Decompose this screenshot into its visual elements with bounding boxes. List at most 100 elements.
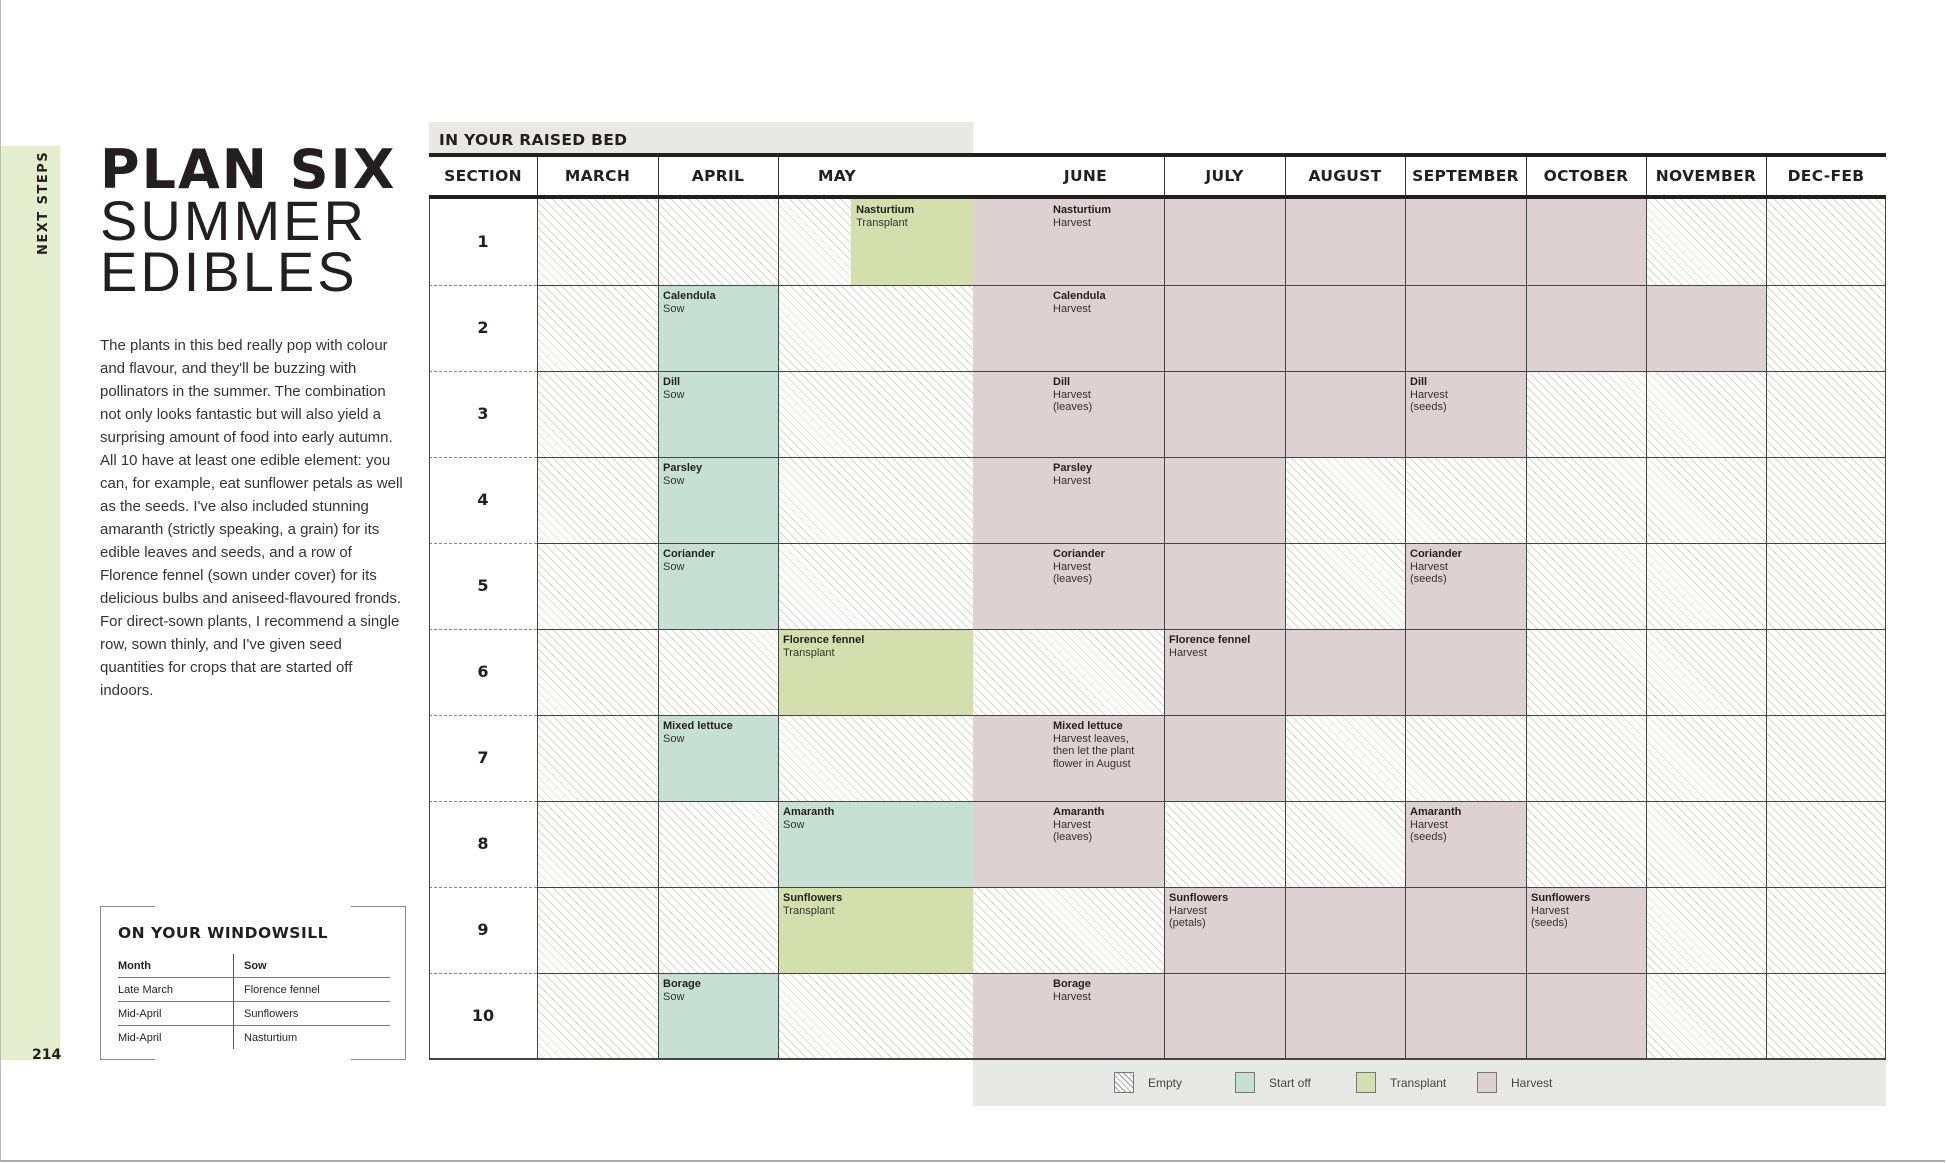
legend-label: Transplant	[1390, 1075, 1447, 1090]
intro-paragraph: The plants in this bed really pop with c…	[100, 337, 403, 699]
plant-name: Dill	[1410, 376, 1428, 388]
windowsill-table: Month Sow Late March Florence fennel Mid-…	[118, 954, 390, 1049]
header-bottom-rule	[429, 195, 1886, 199]
header-month-march: MARCH	[564, 167, 631, 185]
plant-action: Transplant	[783, 904, 835, 917]
plant-action: Harvest (seeds)	[1410, 388, 1448, 414]
plant-name: Nasturtium	[856, 204, 915, 216]
plant-name: Borage	[1053, 978, 1091, 990]
schedule-block-transplant: Sunflowers Transplant	[778, 887, 973, 973]
sow-cell: Sunflowers	[233, 1001, 390, 1026]
schedule-block-harvest: Florence fennel Harvest	[1164, 629, 1526, 715]
section-divider	[429, 629, 537, 630]
header-month-september: SEPTEMBER	[1412, 167, 1519, 185]
legend-item-harvest: Harvest	[1477, 1072, 1552, 1093]
section-number: 6	[477, 662, 489, 681]
section-divider	[429, 973, 537, 974]
section-row: 3 Dill Sow Dill Harvest (leaves) Dill Harvest …	[429, 371, 1886, 457]
schedule-block-start: Mixed lettuce Sow	[658, 715, 778, 801]
schedule-block-start: Calendula Sow	[658, 285, 778, 371]
title-line-1: PLAN SIX	[100, 138, 397, 201]
plant-name: Amaranth	[783, 806, 835, 818]
header-divider	[1405, 157, 1406, 195]
month-cell: Mid-April	[118, 1001, 234, 1026]
section-number: 7	[477, 748, 489, 767]
table-row: Mid-April Sunflowers	[118, 1001, 390, 1026]
section-row: 4 Parsley Sow Parsley Harvest	[429, 457, 1886, 543]
column-header-sow: Sow	[233, 954, 390, 978]
plant-action: Harvest	[1053, 990, 1091, 1003]
plant-name: Amaranth	[1410, 806, 1462, 818]
header-divider	[1646, 157, 1647, 195]
header-month-june: JUNE	[1063, 167, 1107, 185]
section-number: 4	[477, 490, 489, 509]
windowsill-box: ON YOUR WINDOWSILL Month Sow Late March F…	[100, 906, 406, 1060]
plant-name: Calendula	[1053, 290, 1106, 302]
header-month-november: NOVEMBER	[1655, 167, 1757, 185]
section-row: 7 Mixed lettuce Sow Mixed lettuce Harvest le…	[429, 715, 1886, 801]
table-bottom-border	[429, 1058, 1886, 1060]
plant-action: Harvest	[1169, 646, 1207, 659]
plant-name: Calendula	[663, 290, 716, 302]
schedule-block-transplant: Nasturtium Transplant	[851, 199, 973, 285]
plant-action: Transplant	[856, 216, 908, 229]
schedule-block-start: Borage Sow	[658, 973, 778, 1059]
header-section: SECTION	[444, 167, 522, 185]
section-divider	[429, 801, 537, 802]
empty-hatch	[537, 801, 1886, 887]
schedule-block-harvest: Amaranth Harvest (seeds)	[1405, 801, 1526, 887]
schedule-block-harvest: Sunflowers Harvest (seeds)	[1526, 887, 1646, 973]
plant-name: Dill	[1053, 376, 1071, 388]
page-number: 214	[32, 1047, 62, 1063]
title-line-3: EDIBLES	[100, 240, 358, 303]
section-divider	[429, 715, 537, 716]
section-divider	[429, 543, 537, 544]
header-divider	[1164, 157, 1165, 195]
month-cell: Mid-April	[118, 1025, 234, 1049]
plant-action: Harvest	[1053, 474, 1091, 487]
planting-schedule: IN YOUR RAISED BED SECTION MARCH APRIL MAY…	[429, 122, 1886, 1060]
plant-action: Transplant	[783, 646, 835, 659]
section-row: 1 Nasturtium Transplant Nasturtium Harvest	[429, 199, 1886, 285]
plant-name: Sunflowers	[783, 892, 843, 904]
header-month-april: APRIL	[691, 167, 745, 185]
plant-name: Coriander	[663, 548, 715, 560]
schedule-block-harvest: Parsley Harvest	[973, 457, 1285, 543]
schedule-block-start: Coriander Sow	[658, 543, 778, 629]
legend-item-transplant: Transplant	[1356, 1072, 1446, 1093]
section-number: 10	[471, 1006, 495, 1025]
legend-item-start: Start off	[1235, 1072, 1311, 1093]
header-divider	[658, 157, 659, 195]
legend-swatch-harvest	[1477, 1072, 1497, 1093]
raised-bed-heading: IN YOUR RAISED BED	[429, 122, 973, 153]
plant-action: Harvest (seeds)	[1410, 560, 1448, 586]
plant-action: Sow	[663, 474, 685, 487]
plant-name: Borage	[663, 978, 701, 990]
plant-name: Dill	[663, 376, 681, 388]
schedule-block-harvest: Calendula Harvest	[973, 285, 1766, 371]
header-divider	[778, 157, 779, 195]
plant-action: Harvest	[1053, 302, 1091, 315]
header-top-rule	[429, 153, 1886, 157]
section-number: 9	[477, 920, 489, 939]
schedule-block-harvest: Borage Harvest	[973, 973, 1646, 1059]
section-row: 9 Sunflowers Transplant Sunflowers Harvest (…	[429, 887, 1886, 973]
plant-action: Harvest (petals)	[1169, 904, 1207, 930]
plant-action: Sow	[663, 732, 685, 745]
plant-action: Sow	[663, 560, 685, 573]
plant-action: Harvest (seeds)	[1531, 904, 1569, 930]
header-month-august: AUGUST	[1308, 167, 1382, 185]
plant-name: Coriander	[1053, 548, 1105, 560]
plant-name: Amaranth	[1053, 806, 1105, 818]
section-divider	[429, 457, 537, 458]
plant-name: Florence fennel	[1169, 634, 1251, 646]
plant-name: Sunflowers	[1531, 892, 1591, 904]
plant-action: Sow	[663, 302, 685, 315]
schedule-block-harvest: Mixed lettuce Harvest leaves, then let th…	[973, 715, 1285, 801]
plant-action: Harvest (leaves)	[1053, 560, 1093, 586]
legend-swatch-start	[1235, 1072, 1255, 1093]
header-month-may: MAY	[818, 167, 857, 185]
section-row: 2 Calendula Sow Calendula Harvest	[429, 285, 1886, 371]
section-number: 2	[477, 318, 489, 337]
section-row: 10 Borage Sow Borage Harvest	[429, 973, 1886, 1059]
